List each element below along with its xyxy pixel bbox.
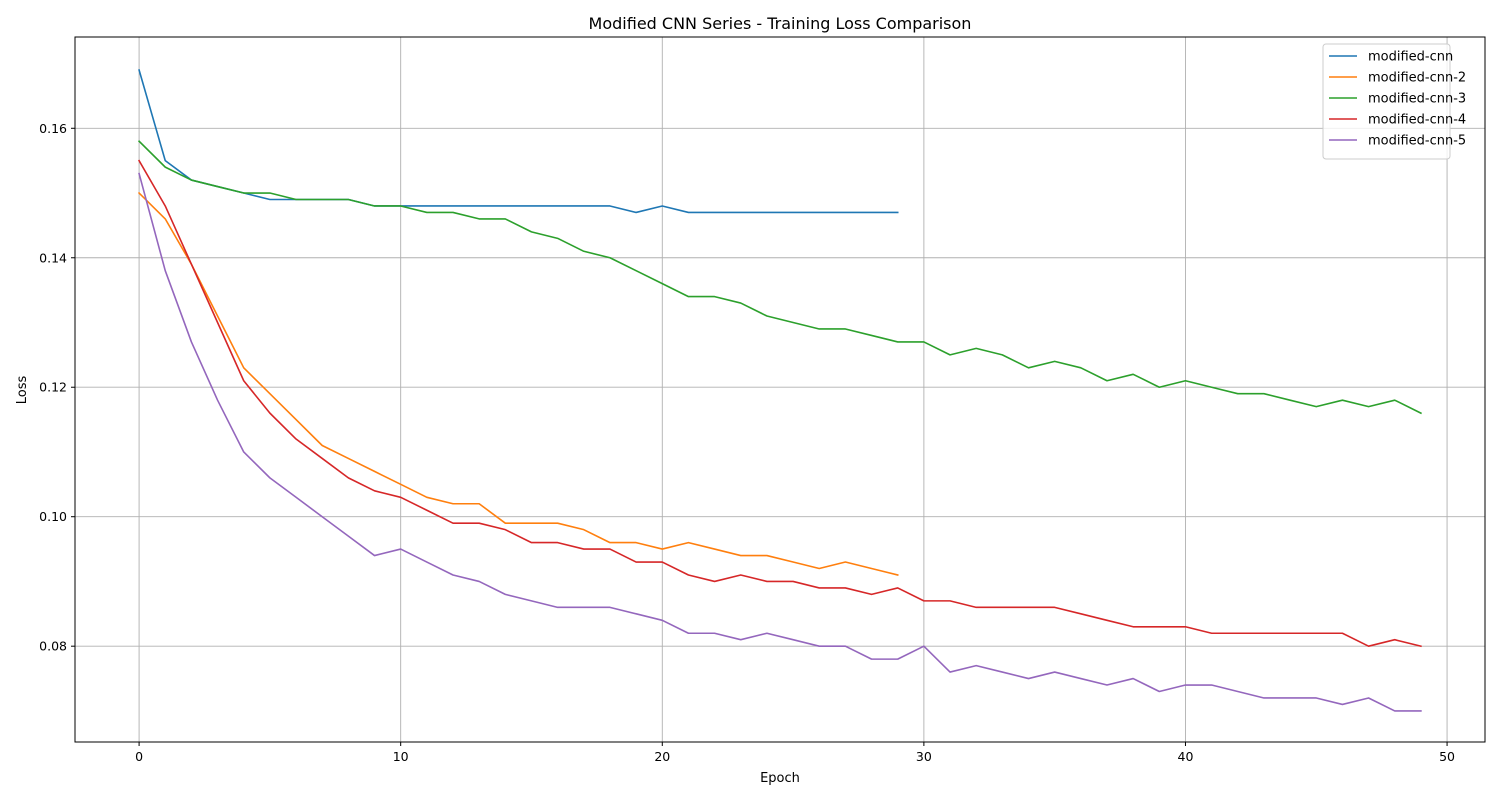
x-tick-label: 40 — [1178, 749, 1194, 764]
legend-label: modified-cnn-3 — [1368, 92, 1466, 107]
y-tick-label: 0.08 — [39, 639, 67, 654]
legend-label: modified-cnn-5 — [1368, 134, 1466, 149]
legend-item: modified-cnn-3 — [1329, 92, 1466, 107]
x-tick-label: 20 — [654, 749, 670, 764]
legend-item: modified-cnn-4 — [1329, 113, 1466, 128]
legend-label: modified-cnn — [1368, 50, 1453, 65]
legend-item: modified-cnn-5 — [1329, 134, 1466, 149]
series-line-modified-cnn — [138, 69, 899, 214]
legend-item: modified-cnn-2 — [1329, 71, 1466, 86]
y-tick-label: 0.14 — [39, 250, 67, 265]
x-tick-label: 30 — [916, 749, 932, 764]
plot-frame — [74, 36, 1486, 743]
y-axis-ticks: 0.08 0.10 0.12 0.14 0.16 — [39, 121, 75, 654]
x-axis-ticks: 0 10 20 30 40 50 — [135, 742, 1455, 764]
x-axis-label: Epoch — [760, 771, 800, 786]
x-tick-label: 0 — [135, 749, 143, 764]
y-tick-label: 0.10 — [39, 509, 67, 524]
chart-title: Modified CNN Series - Training Loss Comp… — [589, 14, 972, 33]
legend-box — [1322, 43, 1451, 160]
x-tick-label: 50 — [1439, 749, 1455, 764]
legend: modified-cnn modified-cnn-2 modified-cnn-3… — [1322, 43, 1466, 160]
series-line-modified-cnn-5 — [138, 172, 1422, 712]
y-axis-label: Loss — [15, 376, 30, 405]
series-line-modified-cnn-3 — [137, 140, 1422, 415]
series-lines — [137, 69, 1422, 712]
legend-item: modified-cnn — [1329, 50, 1453, 65]
legend-label: modified-cnn-2 — [1368, 71, 1466, 86]
y-tick-label: 0.16 — [39, 121, 67, 136]
x-tick-label: 10 — [393, 749, 409, 764]
y-tick-label: 0.12 — [39, 380, 67, 395]
legend-label: modified-cnn-4 — [1368, 113, 1466, 128]
series-line-modified-cnn-2 — [137, 191, 899, 576]
series-line-modified-cnn-4 — [137, 159, 1422, 648]
